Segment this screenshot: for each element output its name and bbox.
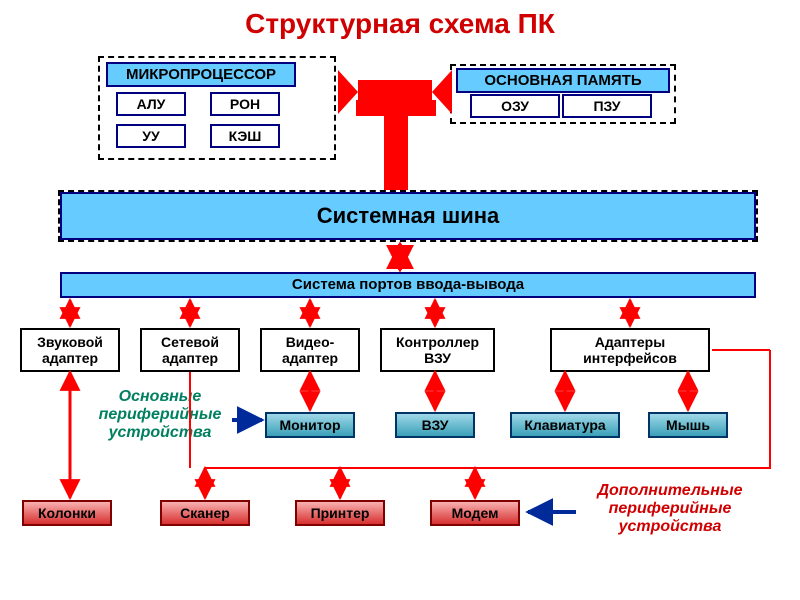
legend-extra: Дополнительные периферийные устройства <box>580 482 760 536</box>
memory-ram: ОЗУ <box>470 94 560 118</box>
device-scanner: Сканер <box>160 500 250 526</box>
memory-rom: ПЗУ <box>562 94 652 118</box>
device-keyboard: Клавиатура <box>510 412 620 438</box>
adapter-video: Видео- адаптер <box>260 328 360 372</box>
device-modem: Модем <box>430 500 520 526</box>
adapter-iface: Адаптеры интерфейсов <box>550 328 710 372</box>
device-monitor: Монитор <box>265 412 355 438</box>
cpu-ron: РОН <box>210 92 280 116</box>
cpu-alu: АЛУ <box>116 92 186 116</box>
device-speakers: Колонки <box>22 500 112 526</box>
adapter-storage: Контроллер ВЗУ <box>380 328 495 372</box>
memory-header: ОСНОВНАЯ ПАМЯТЬ <box>456 68 670 93</box>
system-bus: Системная шина <box>60 192 756 240</box>
device-storage: ВЗУ <box>395 412 475 438</box>
io-ports: Система портов ввода-вывода <box>60 272 756 298</box>
adapter-net: Сетевой адаптер <box>140 328 240 372</box>
cpu-uu: УУ <box>116 124 186 148</box>
cpu-cache: КЭШ <box>210 124 280 148</box>
page-title: Структурная схема ПК <box>0 8 800 40</box>
adapter-sound: Звуковой адаптер <box>20 328 120 372</box>
device-printer: Принтер <box>295 500 385 526</box>
cpu-header: МИКРОПРОЦЕССОР <box>106 62 296 87</box>
legend-main: Основные периферийные устройства <box>90 388 230 442</box>
device-mouse: Мышь <box>648 412 728 438</box>
